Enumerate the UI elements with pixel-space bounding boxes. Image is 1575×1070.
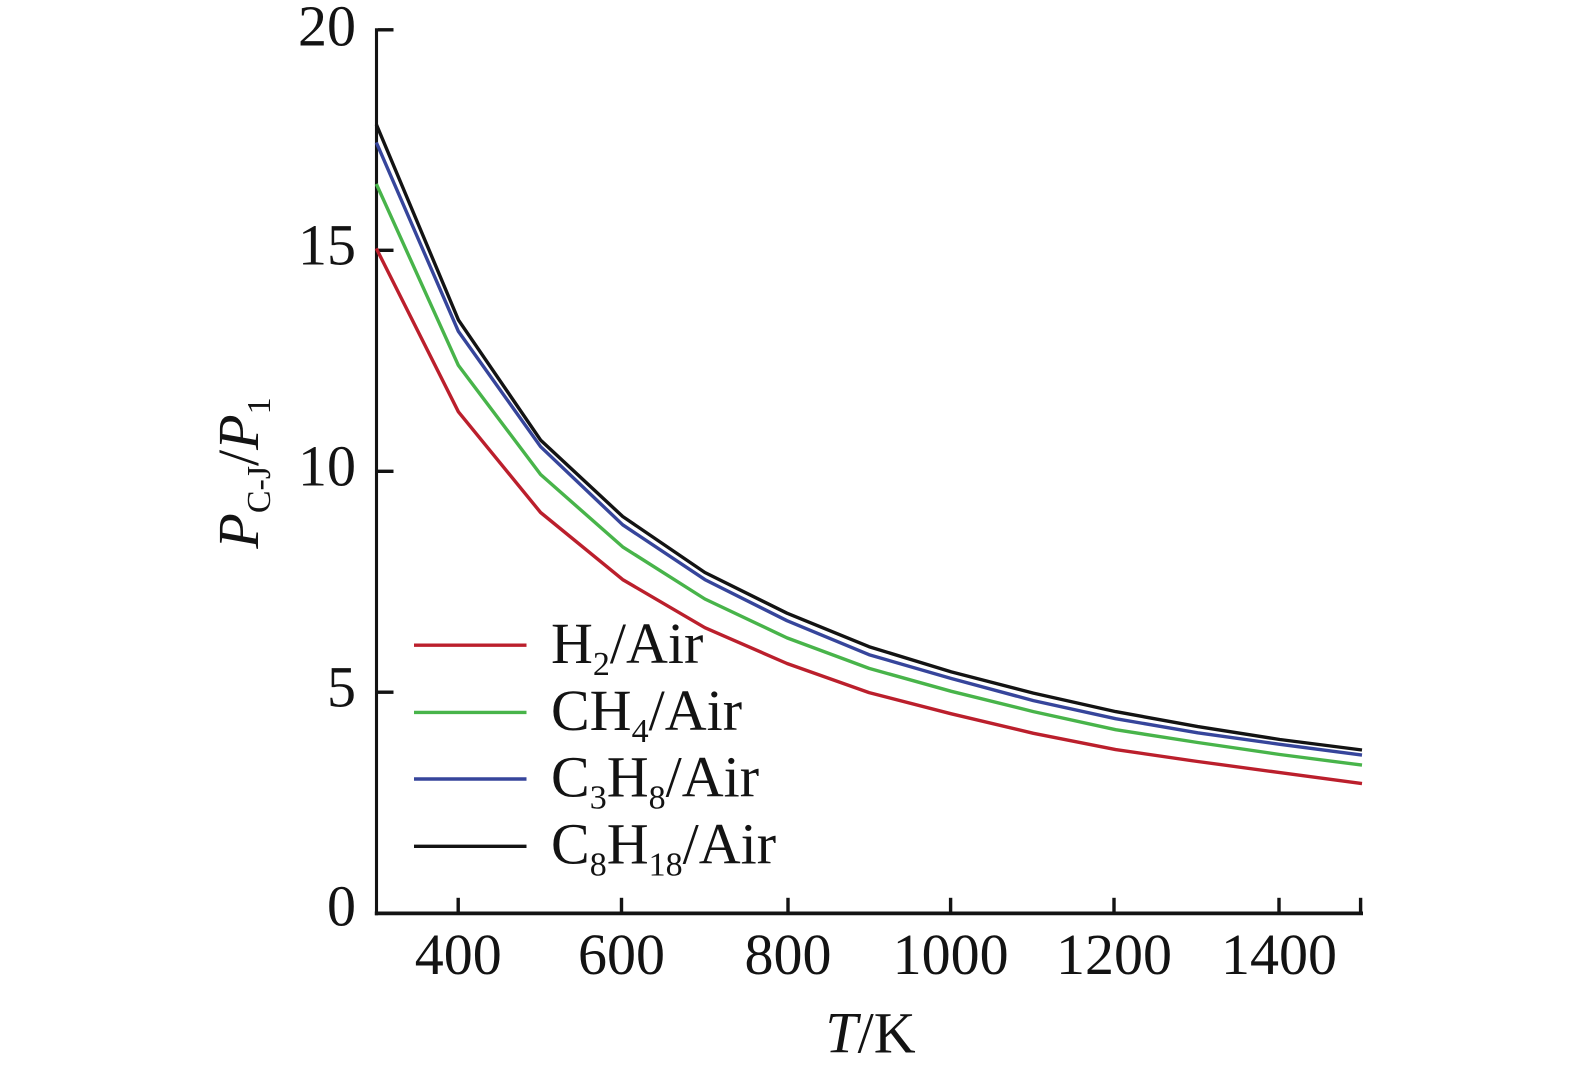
svg-text:T/K: T/K bbox=[825, 1000, 915, 1065]
svg-text:H2/Air: H2/Air bbox=[551, 611, 703, 683]
svg-text:1000: 1000 bbox=[893, 922, 1009, 987]
svg-text:PC-J/P1: PC-J/P1 bbox=[206, 397, 278, 549]
svg-text:5: 5 bbox=[327, 654, 356, 719]
svg-text:10: 10 bbox=[298, 433, 356, 498]
svg-text:1400: 1400 bbox=[1221, 922, 1337, 987]
svg-text:0: 0 bbox=[327, 874, 356, 939]
svg-text:15: 15 bbox=[298, 213, 356, 278]
svg-text:400: 400 bbox=[415, 922, 502, 987]
svg-text:1200: 1200 bbox=[1056, 922, 1172, 987]
svg-text:20: 20 bbox=[298, 0, 356, 58]
svg-text:600: 600 bbox=[578, 922, 665, 987]
svg-text:800: 800 bbox=[745, 922, 832, 987]
